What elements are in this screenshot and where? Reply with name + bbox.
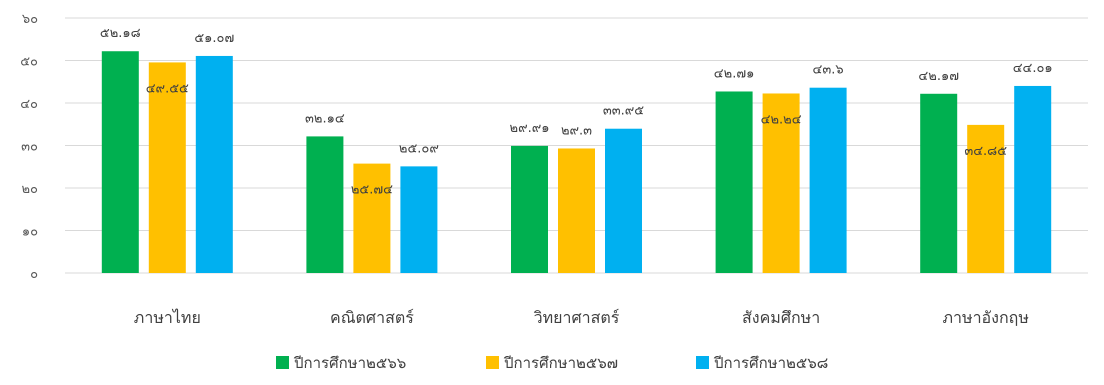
x-category-label: ภาษาอังกฤษ: [942, 308, 1028, 327]
bar: [306, 136, 344, 273]
bar: [353, 163, 391, 273]
data-label: ๓๒.๑๔: [305, 111, 345, 126]
bar: [101, 51, 139, 273]
bar: [400, 166, 438, 273]
legend-label: ปีการศึกษา๒๕๖๗: [503, 354, 618, 372]
data-label: ๔๔.๐๑: [1013, 61, 1053, 76]
legend-label: ปีการศึกษา๒๕๖๘: [713, 354, 828, 372]
bar: [148, 62, 186, 273]
data-label: ๕๑.๐๗: [194, 31, 234, 46]
bar: [762, 93, 800, 273]
data-label: ๓๔.๘๕: [964, 144, 1007, 159]
bar: [967, 124, 1005, 273]
bar: [605, 128, 642, 273]
y-tick-label: ๔๐: [20, 97, 38, 112]
x-category-label: คณิตศาสตร์: [330, 308, 414, 327]
y-tick-label: ๖๐: [22, 12, 38, 27]
y-tick-label: ๒๐: [21, 182, 38, 197]
bar: [809, 87, 847, 273]
data-label: ๔๙.๕๕: [146, 81, 189, 96]
legend-label: ปีการศึกษา๒๕๖๖: [293, 354, 406, 372]
bar: [715, 91, 753, 273]
x-category-label: ภาษาไทย: [134, 308, 201, 327]
y-tick-label: ๐: [30, 267, 38, 282]
data-label: ๓๓.๙๕: [603, 104, 644, 119]
data-label: ๔๒.๗๑: [714, 66, 755, 81]
x-category-label: สังคมศึกษา: [742, 308, 820, 327]
data-label: ๔๓.๖: [813, 63, 844, 78]
bar: [195, 55, 233, 273]
data-label: ๒๙.๓: [561, 123, 592, 138]
data-label: ๕๒.๑๘: [100, 26, 141, 41]
bar: [511, 145, 548, 273]
bar: [920, 93, 958, 273]
y-tick-label: ๓๐: [21, 140, 38, 155]
data-label: ๒๕.๗๔: [351, 183, 393, 198]
legend-swatch: [696, 356, 709, 369]
bar: [1014, 85, 1052, 274]
bar: [558, 148, 595, 273]
data-label: ๒๕.๐๙: [399, 141, 439, 156]
data-label: ๔๒.๑๗: [918, 69, 959, 84]
y-tick-label: ๕๐: [20, 55, 38, 70]
legend-swatch: [276, 356, 289, 369]
x-category-label: วิทยาศาสตร์: [534, 308, 620, 327]
y-tick-label: ๑๐: [22, 225, 38, 240]
legend-swatch: [486, 356, 499, 369]
data-label: ๔๒.๒๔: [761, 112, 802, 127]
data-label: ๒๙.๙๑: [510, 121, 550, 136]
